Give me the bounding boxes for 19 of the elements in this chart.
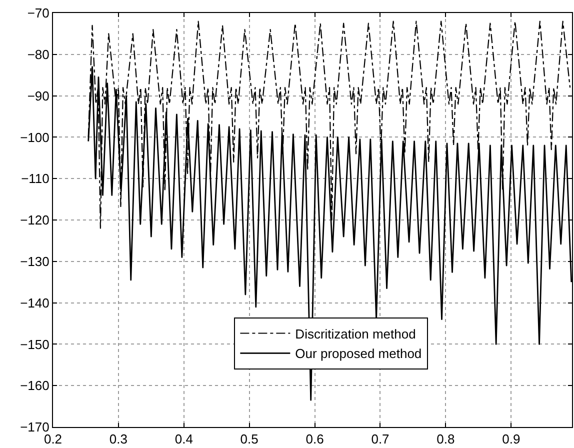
y-tick-label: −100 [20,130,50,145]
y-tick-label: −160 [20,378,50,394]
x-tick-label: 0.9 [502,432,520,447]
y-tick-label: −120 [20,212,50,228]
y-tick-label: −80 [27,46,50,62]
legend-label: Discritization method [295,326,416,342]
x-tick-label: 0.3 [109,432,128,447]
y-tick-label: −90 [27,88,50,104]
y-tick-label: −140 [20,295,50,310]
y-tick-label: −110 [21,171,50,186]
x-tick-label: 0.5 [240,432,258,447]
x-tick-label: 0.6 [306,432,324,447]
y-tick-label: −130 [20,254,50,269]
y-tick-label: −150 [20,336,50,352]
x-tick-label: 0.7 [371,432,390,447]
legend-label: Our proposed method [295,346,422,362]
x-tick-label: 0.4 [174,432,193,447]
y-tick-label: −70 [27,6,50,21]
x-tick-label: 0.8 [436,432,455,447]
